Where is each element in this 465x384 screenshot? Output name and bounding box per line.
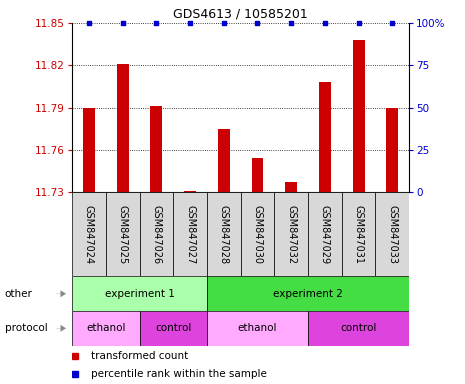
Point [254,20,261,26]
Point [85,20,93,26]
Bar [72,276,207,311]
Bar [140,311,207,346]
Text: percentile rank within the sample: percentile rank within the sample [91,369,266,379]
Bar [241,192,274,276]
Point [220,20,227,26]
Text: control: control [340,323,377,333]
Text: GSM847030: GSM847030 [252,205,263,264]
Bar [151,106,162,192]
Bar [83,108,95,192]
Bar [173,192,207,276]
Text: experiment 2: experiment 2 [273,289,343,299]
Point [389,20,396,26]
Bar [308,311,409,346]
Bar [342,192,376,276]
Bar [386,108,398,192]
Text: GSM847033: GSM847033 [387,205,398,264]
Point [153,20,160,26]
Text: GSM847031: GSM847031 [353,205,364,264]
Text: ethanol: ethanol [86,323,126,333]
Text: GSM847028: GSM847028 [219,205,229,264]
Bar [140,192,173,276]
Bar [72,192,106,276]
Text: protocol: protocol [5,323,47,333]
Bar [184,190,196,192]
Bar [207,192,241,276]
Bar [207,276,409,311]
Point [186,20,194,26]
Point [287,20,295,26]
Text: GSM847027: GSM847027 [185,205,195,264]
Text: transformed count: transformed count [91,351,188,361]
Bar [376,192,409,276]
Text: GSM847025: GSM847025 [118,205,128,264]
Bar [218,129,230,192]
Text: GSM847032: GSM847032 [286,205,296,264]
Bar [72,311,140,346]
Bar [117,64,128,192]
Bar [252,158,263,192]
Text: experiment 1: experiment 1 [105,289,174,299]
Bar [274,192,308,276]
Text: GSM847024: GSM847024 [84,205,94,264]
Text: control: control [155,323,192,333]
Bar [286,182,297,192]
Title: GDS4613 / 10585201: GDS4613 / 10585201 [173,7,308,20]
Text: GSM847029: GSM847029 [320,205,330,264]
Point [355,20,362,26]
Point [119,20,126,26]
Bar [319,82,331,192]
Text: other: other [5,289,33,299]
Bar [207,311,308,346]
Bar [353,40,365,192]
Text: ethanol: ethanol [238,323,277,333]
Point [321,20,329,26]
Bar [308,192,342,276]
Text: GSM847026: GSM847026 [151,205,161,264]
Bar [106,192,140,276]
